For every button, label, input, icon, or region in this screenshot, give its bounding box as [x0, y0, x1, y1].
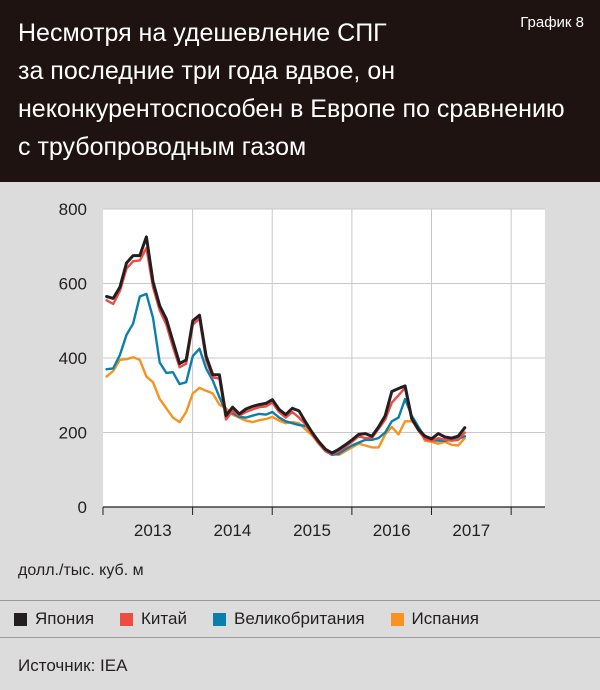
legend: Япония Китай Великобритания Испания: [0, 600, 600, 638]
y-tick-label: 800: [59, 200, 87, 219]
legend-label: Испания: [411, 609, 480, 628]
line-chart: 0 200 400 600 800 2013 2014 2015 2016 2017: [59, 200, 545, 540]
x-tick-label: 2016: [373, 521, 411, 540]
x-tick-label: 2017: [452, 521, 490, 540]
legend-item: Япония: [14, 609, 94, 629]
legend-label: Великобритания: [233, 609, 365, 628]
y-tick-label: 400: [59, 349, 87, 368]
y-tick-label: 200: [59, 424, 87, 443]
series-line-231f20: [105, 235, 467, 455]
legend-label: Китай: [141, 609, 187, 628]
source-note: Источник: IEA: [18, 656, 128, 675]
chart-number-badge: График 8: [520, 14, 584, 31]
chart-title: Несмотря на удешевление СПГ за последние…: [18, 19, 565, 161]
y-tick-label: 600: [59, 275, 87, 294]
y-tick-label: 0: [78, 498, 87, 517]
x-tick-label: 2015: [293, 521, 331, 540]
legend-item: Китай: [120, 609, 187, 629]
x-tick-label: 2013: [134, 521, 172, 540]
series-line-f7931e: [105, 356, 466, 457]
legend-swatch: [14, 612, 27, 626]
series-line-0b7fab: [105, 292, 466, 457]
y-axis-unit-label: долл./тыс. куб. м: [18, 562, 144, 579]
legend-item: Великобритания: [212, 609, 365, 629]
x-tick-label: 2014: [214, 521, 252, 540]
legend-swatch: [212, 612, 226, 626]
legend-item: Испания: [390, 609, 480, 629]
legend-label: Япония: [35, 609, 95, 628]
header-banner: Несмотря на удешевление СПГ за последние…: [0, 0, 600, 182]
legend-swatch: [390, 612, 404, 626]
legend-swatch: [120, 612, 134, 626]
